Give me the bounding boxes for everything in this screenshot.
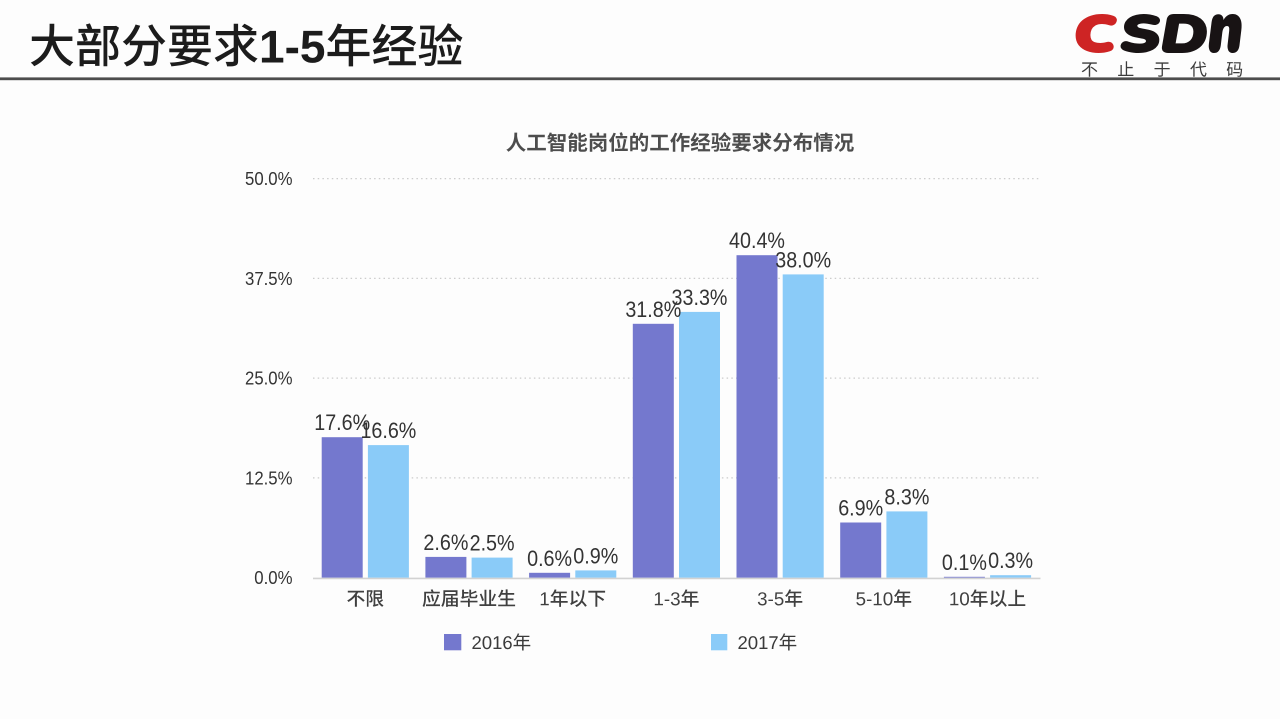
svg-text:2.5%: 2.5% xyxy=(470,531,515,556)
svg-text:0.0%: 0.0% xyxy=(254,567,292,588)
svg-text:37.5%: 37.5% xyxy=(245,268,293,289)
svg-text:33.3%: 33.3% xyxy=(672,285,728,310)
svg-text:12.5%: 12.5% xyxy=(245,468,293,489)
svg-text:2.6%: 2.6% xyxy=(423,530,468,555)
svg-text:40.4%: 40.4% xyxy=(729,228,785,253)
svg-text:0.6%: 0.6% xyxy=(527,546,572,571)
svg-text:0.3%: 0.3% xyxy=(988,548,1033,573)
svg-text:50.0%: 50.0% xyxy=(245,168,293,189)
svg-text:31.8%: 31.8% xyxy=(625,297,681,322)
svg-text:38.0%: 38.0% xyxy=(775,247,831,272)
svg-text:25.0%: 25.0% xyxy=(245,368,293,389)
svg-text:0.1%: 0.1% xyxy=(942,550,987,575)
svg-text:0.9%: 0.9% xyxy=(573,543,618,568)
svg-text:8.3%: 8.3% xyxy=(884,484,929,509)
svg-text:6.9%: 6.9% xyxy=(838,496,883,521)
svg-text:17.6%: 17.6% xyxy=(314,410,370,435)
svg-text:16.6%: 16.6% xyxy=(360,418,416,443)
